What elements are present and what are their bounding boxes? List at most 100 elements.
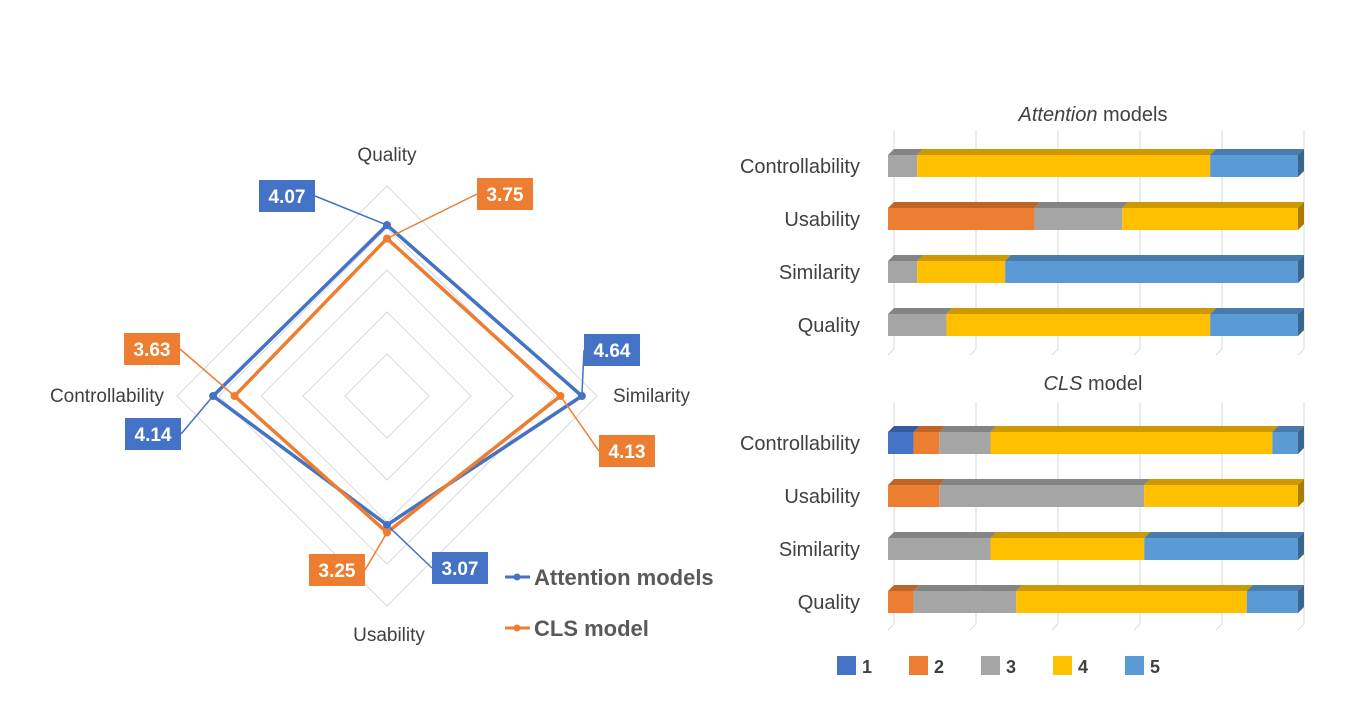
- bar-gridline-floor: [1051, 623, 1059, 631]
- radar-grid-ring: [218, 227, 556, 565]
- bar-segment-top: [917, 149, 1217, 155]
- legend-marker-cls: [513, 624, 521, 632]
- legend-swatch-level-3: [981, 656, 1000, 675]
- bar-chart-title-italic: CLS: [1044, 373, 1084, 395]
- radar-series-line-cls: [232, 236, 564, 535]
- bar-segment-usability-level-2: [888, 208, 1035, 230]
- radar-axis-label-controllability: Controllability: [50, 386, 165, 407]
- bar-segment-top: [888, 532, 997, 538]
- bar-segment-side: [1298, 426, 1304, 454]
- bar-segment-controllability-level-5: [1272, 432, 1298, 454]
- bar-gridline-floor: [1297, 623, 1305, 631]
- bar-segment-similarity-level-4: [917, 261, 1006, 283]
- legend-label-level-3: 3: [1006, 657, 1016, 677]
- bar-segment-controllability-level-2: [913, 432, 940, 454]
- bar-segment-usability-level-3: [1034, 208, 1123, 230]
- bar-segment-side: [1298, 479, 1304, 507]
- stacked-bar-chart-cls: CLS model Controllability Usability Similar…: [740, 373, 1305, 631]
- radar-data-label-attention-similarity: 4.64: [594, 341, 631, 362]
- bar-segment-quality-level-4: [1016, 591, 1247, 613]
- bar-gridline-floor: [1297, 348, 1305, 356]
- bar-segment-top: [939, 426, 997, 432]
- bar-segment-top: [888, 585, 920, 591]
- radar-callout-box: [477, 178, 533, 210]
- bar-segment-top: [888, 255, 924, 261]
- bar-segment-controllability-level-4: [990, 432, 1273, 454]
- bar-chart-title-italic: Attention: [1018, 104, 1098, 126]
- bar-segment-usability-level-4: [1144, 485, 1298, 507]
- bar-segment-side: [1298, 149, 1304, 177]
- radar-callout-leader: [364, 532, 388, 571]
- bar-gridline-floor: [1051, 348, 1059, 356]
- legend-label-level-4: 4: [1078, 657, 1088, 677]
- bar-segment-quality-level-5: [1210, 314, 1298, 336]
- radar-callout-leader: [386, 193, 478, 240]
- bar-segment-quality-level-2: [888, 591, 914, 613]
- bar-segment-quality-level-3: [913, 591, 1017, 613]
- bar-segment-side: [1298, 585, 1304, 613]
- bar-segment-top: [939, 479, 1151, 485]
- bar-gridline-floor: [1133, 623, 1141, 631]
- bar-gridline-floor: [1215, 623, 1223, 631]
- level-legend: 1 2 3 4 5: [837, 656, 1160, 677]
- radar-callout-leader: [386, 524, 433, 569]
- radar-data-label-cls-similarity: 4.13: [609, 442, 646, 463]
- radar-data-label-attention-usability: 3.07: [442, 559, 479, 580]
- bar-category-label-quality: Quality: [798, 592, 860, 614]
- bar-gridline-floor: [969, 623, 977, 631]
- bar-segment-top: [888, 308, 953, 314]
- bar-gridline-floor: [887, 623, 895, 631]
- bar-chart-title: Attention models: [1018, 104, 1168, 126]
- radar-callout-leader: [314, 195, 388, 226]
- radar-grid-ring: [344, 353, 430, 439]
- radar-callout-box: [259, 180, 315, 212]
- bar-segment-side: [1298, 255, 1304, 283]
- bar-chart-title-rest: model: [1082, 373, 1142, 395]
- radar-callout-box: [584, 334, 640, 366]
- bar-segment-top: [1005, 255, 1304, 261]
- radar-callout-leader: [559, 395, 600, 452]
- bar-segment-controllability-level-4: [917, 155, 1211, 177]
- radar-grid-ring: [302, 311, 472, 481]
- legend-marker-attention: [513, 573, 521, 581]
- bar-segment-top: [1016, 585, 1253, 591]
- legend-label-level-1: 1: [862, 657, 872, 677]
- bar-gridline-floor: [969, 348, 977, 356]
- bar-gridline-floor: [1215, 348, 1223, 356]
- radar-callout-leader: [179, 348, 236, 397]
- bar-segment-similarity-level-5: [1144, 538, 1298, 560]
- bar-segment-similarity-level-3: [888, 261, 918, 283]
- radar-callout-box: [309, 554, 365, 586]
- bar-segment-top: [946, 308, 1217, 314]
- bar-segment-top: [1210, 308, 1304, 314]
- bar-chart-title-rest: models: [1097, 104, 1167, 126]
- bar-category-label-similarity: Similarity: [779, 262, 860, 284]
- bar-segment-usability-level-4: [1122, 208, 1298, 230]
- bar-category-label-controllability: Controllability: [740, 433, 860, 455]
- bar-segment-top: [888, 202, 1041, 208]
- bar-segment-similarity-level-4: [990, 538, 1145, 560]
- radar-callout-box: [125, 418, 181, 450]
- radar-callout-box: [432, 552, 488, 584]
- bar-segment-top: [1144, 479, 1304, 485]
- bar-segment-quality-level-4: [946, 314, 1211, 336]
- bar-segment-similarity-level-3: [888, 538, 991, 560]
- bar-category-label-controllability: Controllability: [740, 156, 860, 178]
- legend-label-cls: CLS model: [534, 616, 649, 641]
- radar-callout-leader: [581, 349, 585, 397]
- bar-segment-top: [1034, 202, 1129, 208]
- bar-segment-similarity-level-5: [1005, 261, 1298, 283]
- legend-swatch-level-1: [837, 656, 856, 675]
- legend-swatch-level-2: [909, 656, 928, 675]
- bar-segment-side: [1298, 532, 1304, 560]
- legend-label-level-5: 5: [1150, 657, 1160, 677]
- bar-segment-controllability-level-1: [888, 432, 914, 454]
- radar-data-label-cls-controllability: 3.63: [134, 340, 171, 361]
- bar-segment-top: [990, 532, 1151, 538]
- bar-gridline-floor: [887, 348, 895, 356]
- bar-segment-top: [1144, 532, 1304, 538]
- bar-segment-top: [1272, 426, 1304, 432]
- radar-callout-box: [599, 435, 655, 467]
- bar-segment-top: [913, 585, 1023, 591]
